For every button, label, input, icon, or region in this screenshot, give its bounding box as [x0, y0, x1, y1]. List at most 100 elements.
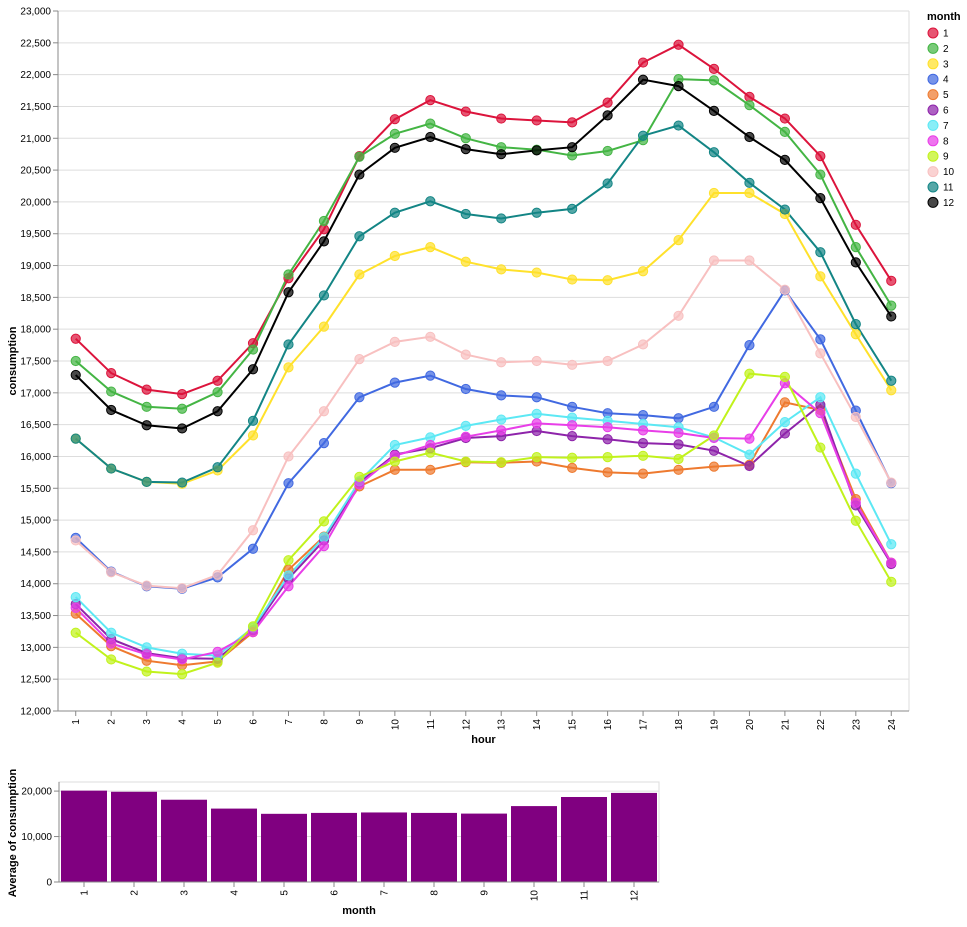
data-point	[141, 384, 152, 395]
data-point	[815, 271, 826, 282]
x-tick-label: 1	[71, 719, 82, 725]
data-point	[425, 196, 436, 207]
data-point	[283, 581, 294, 592]
y-tick-label: 12,500	[20, 675, 51, 686]
x-tick-label: 19	[709, 719, 720, 731]
data-point	[708, 147, 720, 158]
data-point	[141, 580, 152, 591]
data-point	[389, 207, 400, 218]
data-point	[886, 539, 897, 550]
y-axis-title: consumption	[7, 326, 19, 395]
data-point	[354, 392, 365, 403]
data-point	[425, 241, 436, 253]
data-point	[850, 329, 861, 340]
data-point	[850, 468, 861, 479]
data-point	[318, 236, 330, 247]
data-point	[460, 256, 471, 267]
data-point	[850, 515, 861, 526]
data-point	[602, 145, 613, 157]
data-point	[354, 151, 365, 162]
data-point	[389, 250, 400, 262]
data-point	[496, 425, 507, 436]
data-point	[354, 231, 365, 242]
legend-symbol	[927, 150, 939, 162]
data-point	[283, 287, 294, 298]
bar-y-tick-label: 0	[46, 878, 52, 889]
data-point	[247, 344, 259, 355]
data-point	[318, 321, 330, 332]
data-point	[389, 336, 400, 348]
data-point	[247, 543, 259, 554]
data-point	[744, 131, 755, 143]
line-chart: 12,000 12,500 13,000 13,500 14,000 14,500 15,0…	[7, 7, 910, 746]
y-tick-label: 22,500	[20, 38, 51, 49]
data-point	[354, 353, 365, 365]
data-point	[708, 75, 720, 86]
data-point	[496, 149, 507, 160]
data-point	[425, 94, 436, 106]
data-point	[744, 433, 755, 444]
data-point	[354, 269, 365, 280]
data-point	[744, 339, 755, 351]
legend-label: 1	[943, 29, 949, 40]
y-tick-label: 14,000	[20, 579, 51, 590]
data-point	[673, 310, 684, 321]
x-tick-label: 6	[249, 719, 260, 725]
data-point	[247, 364, 259, 375]
data-point	[141, 401, 152, 412]
x-tick-label: 9	[355, 719, 366, 725]
data-point	[425, 370, 436, 381]
data-point	[212, 387, 223, 398]
data-point	[389, 377, 400, 388]
legend-label: 6	[943, 106, 949, 117]
data-point	[283, 451, 294, 462]
data-point	[673, 80, 684, 92]
data-point	[567, 462, 578, 474]
data-point	[177, 668, 188, 680]
data-point	[106, 654, 117, 665]
bar-x-tick-label: 6	[330, 890, 341, 896]
data-point	[637, 409, 649, 421]
data-point	[70, 433, 81, 444]
data-point	[637, 437, 649, 449]
data-point	[425, 331, 436, 342]
data-point	[850, 257, 861, 268]
series-line-month-10	[75, 259, 893, 590]
data-point	[106, 567, 117, 578]
bar-month-2	[111, 791, 157, 882]
data-point	[106, 638, 117, 649]
data-point	[496, 264, 507, 275]
data-point	[673, 453, 684, 465]
x-tick-label: 4	[178, 719, 189, 725]
data-point	[318, 215, 330, 227]
data-point	[637, 57, 649, 68]
bar-month-3	[161, 799, 207, 882]
data-point	[602, 467, 613, 478]
data-point	[708, 105, 720, 117]
data-point	[70, 369, 81, 381]
legend-label: 12	[943, 198, 955, 209]
data-point	[637, 468, 649, 479]
y-tick-label: 21,500	[20, 102, 51, 113]
data-point	[106, 463, 117, 474]
series-line-month-9	[75, 372, 893, 676]
data-point	[531, 408, 542, 419]
data-point	[815, 150, 826, 162]
legend-symbol	[927, 89, 939, 101]
x-tick-label: 3	[142, 719, 153, 725]
data-point	[815, 334, 826, 345]
data-point	[460, 383, 471, 395]
y-tick-label: 20,000	[20, 197, 51, 208]
x-tick-label: 15	[568, 719, 579, 731]
data-point	[106, 367, 117, 379]
data-point	[708, 255, 720, 266]
data-point	[141, 666, 152, 677]
x-tick-label: 20	[745, 719, 756, 731]
y-tick-label: 20,500	[20, 166, 51, 177]
data-point	[886, 477, 897, 488]
data-point	[850, 241, 861, 253]
data-point	[602, 451, 613, 463]
data-point	[886, 557, 897, 568]
